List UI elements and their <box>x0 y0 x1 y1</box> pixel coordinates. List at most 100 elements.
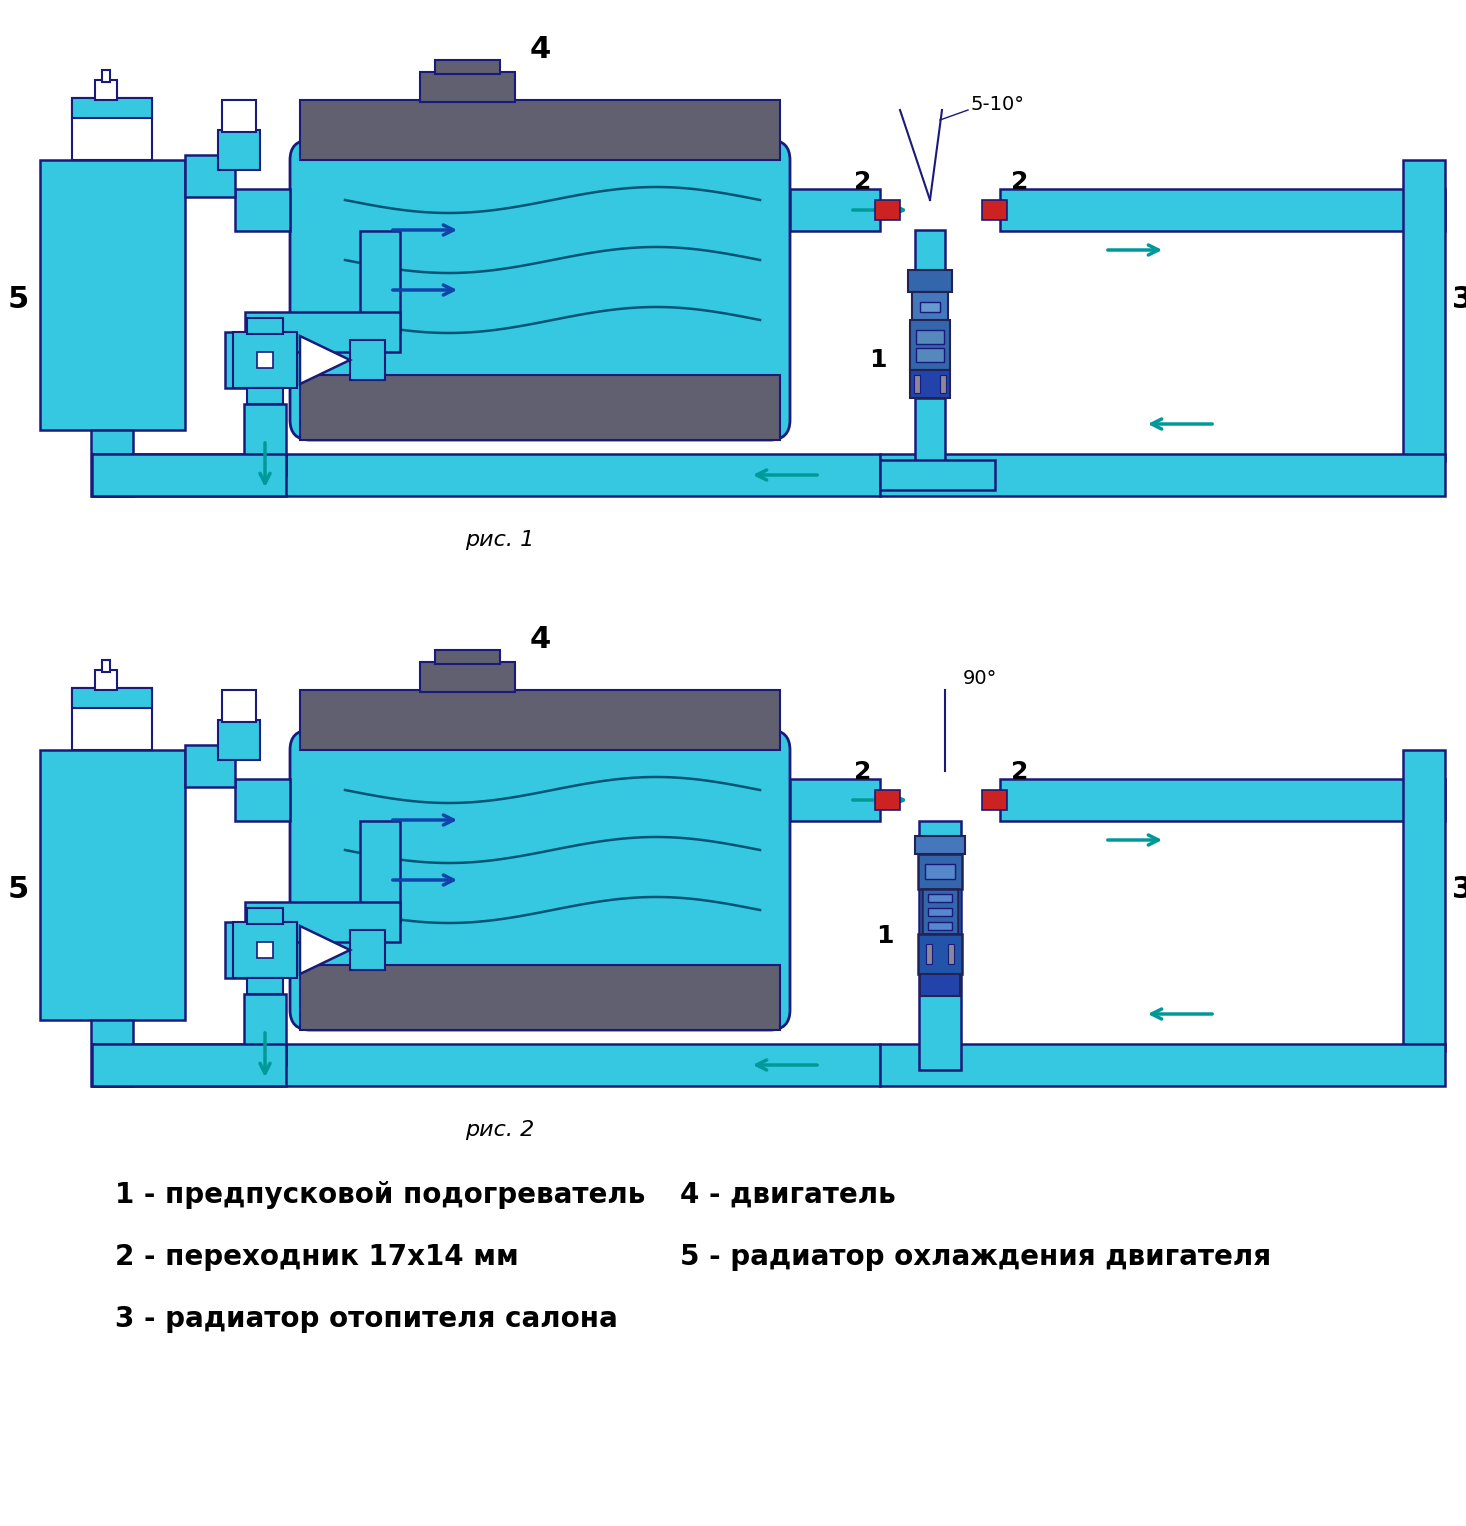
Bar <box>235 189 290 230</box>
Bar <box>982 790 1007 810</box>
Bar <box>72 688 152 749</box>
Text: 4 - двигатель: 4 - двигатель <box>680 1181 896 1209</box>
Bar <box>916 330 944 343</box>
Bar <box>880 455 1445 496</box>
Bar <box>875 200 900 220</box>
Text: 2: 2 <box>1012 760 1029 784</box>
FancyBboxPatch shape <box>290 729 790 1030</box>
Text: 5 - радиатор охлаждения двигателя: 5 - радиатор охлаждения двигателя <box>680 1244 1271 1271</box>
Bar <box>790 189 880 230</box>
Bar <box>40 749 185 1019</box>
Text: 3: 3 <box>1453 285 1466 314</box>
Bar <box>92 455 286 496</box>
Bar <box>925 864 954 879</box>
Text: 3 - радиатор отопителя салона: 3 - радиатор отопителя салона <box>114 1305 617 1334</box>
Bar <box>40 160 185 430</box>
Polygon shape <box>301 336 350 385</box>
Bar <box>91 1019 133 1087</box>
Bar <box>257 353 273 368</box>
Bar <box>245 902 400 942</box>
Bar <box>218 130 259 169</box>
Bar <box>907 270 951 291</box>
Bar <box>185 745 235 787</box>
Bar <box>301 690 780 749</box>
Bar <box>910 369 950 398</box>
Bar <box>245 311 400 353</box>
Bar <box>918 934 962 974</box>
Bar <box>72 688 152 708</box>
Text: рис. 1: рис. 1 <box>465 530 535 549</box>
Bar <box>880 459 995 490</box>
Text: рис. 2: рис. 2 <box>465 1120 535 1140</box>
Bar <box>922 890 957 934</box>
Bar <box>361 821 400 922</box>
Bar <box>928 894 951 902</box>
Text: 1: 1 <box>869 348 887 372</box>
Bar <box>875 790 900 810</box>
Text: 2: 2 <box>1012 169 1029 194</box>
Text: 5-10°: 5-10° <box>970 96 1023 114</box>
Bar <box>918 855 962 890</box>
Bar <box>921 974 960 996</box>
Bar <box>940 375 946 394</box>
Bar <box>92 1044 880 1087</box>
Bar <box>224 922 265 978</box>
Bar <box>301 101 780 160</box>
Bar <box>95 670 117 690</box>
Text: 4: 4 <box>529 35 551 64</box>
Bar <box>928 922 951 929</box>
Bar <box>949 945 954 964</box>
Text: 3: 3 <box>1453 876 1466 905</box>
FancyBboxPatch shape <box>290 140 790 439</box>
Bar <box>790 778 880 821</box>
Bar <box>91 430 133 496</box>
Bar <box>95 79 117 101</box>
Bar <box>92 1044 286 1087</box>
Polygon shape <box>301 926 350 974</box>
Bar <box>92 455 880 496</box>
Bar <box>72 98 152 118</box>
Bar <box>221 101 257 133</box>
Bar <box>419 72 515 102</box>
Bar <box>912 291 949 322</box>
Text: 1: 1 <box>877 925 894 948</box>
Bar <box>928 908 951 916</box>
Bar <box>224 333 265 388</box>
Bar <box>246 317 283 334</box>
Bar <box>915 230 946 270</box>
Bar <box>233 333 298 388</box>
Bar <box>910 320 950 369</box>
Bar <box>218 720 259 760</box>
Bar <box>246 978 283 993</box>
Text: 5: 5 <box>7 285 29 314</box>
Bar <box>235 778 290 821</box>
Bar <box>915 836 965 855</box>
Text: 2 - переходник 17х14 мм: 2 - переходник 17х14 мм <box>114 1244 519 1271</box>
Bar <box>246 908 283 925</box>
Bar <box>919 821 962 1070</box>
Bar <box>103 70 110 82</box>
Bar <box>921 302 940 311</box>
Bar <box>927 945 932 964</box>
Bar <box>243 404 286 475</box>
Bar <box>982 200 1007 220</box>
Bar <box>916 348 944 362</box>
Bar <box>1000 189 1445 230</box>
Bar <box>103 661 110 671</box>
Text: 1 - предпусковой подогреватель: 1 - предпусковой подогреватель <box>114 1181 645 1209</box>
Text: 2: 2 <box>855 169 872 194</box>
Bar <box>301 964 780 1030</box>
Bar <box>361 230 400 333</box>
Bar <box>301 375 780 439</box>
Bar <box>1403 749 1445 1051</box>
Bar <box>1000 778 1445 821</box>
Bar <box>72 98 152 160</box>
Bar <box>419 662 515 691</box>
Bar <box>913 375 921 394</box>
Bar <box>257 942 273 958</box>
Text: 4: 4 <box>529 626 551 655</box>
Bar <box>435 60 500 73</box>
Bar <box>915 398 946 475</box>
Bar <box>221 690 257 722</box>
Text: 90°: 90° <box>963 668 997 688</box>
